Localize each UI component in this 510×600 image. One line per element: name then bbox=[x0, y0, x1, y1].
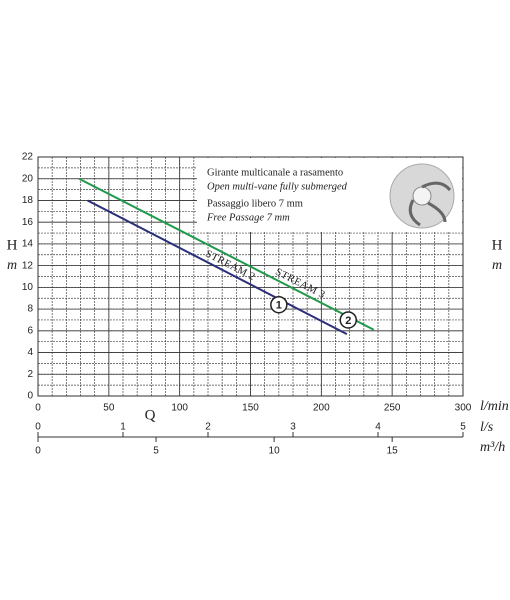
info-text: Girante multicanale a rasamento bbox=[207, 167, 343, 178]
y-tick-label: 10 bbox=[22, 282, 34, 293]
info-text: Open multi-vane fully submerged bbox=[207, 181, 348, 192]
marker bbox=[339, 311, 357, 329]
y-tick-label: 18 bbox=[22, 195, 34, 206]
y-label: H bbox=[7, 237, 18, 253]
x-tick-label: 250 bbox=[384, 403, 401, 414]
info-text: Free Passage 7 mm bbox=[206, 212, 290, 223]
impeller-vane bbox=[408, 181, 452, 227]
y-tick-label: 16 bbox=[22, 217, 34, 228]
x-tick-label: 50 bbox=[103, 403, 115, 414]
y-tick-label: 20 bbox=[22, 173, 34, 184]
series-line bbox=[87, 199, 348, 335]
x2-tick-label: 0 bbox=[35, 422, 41, 433]
y-tick-label: 2 bbox=[27, 369, 33, 380]
x-tick-label: 100 bbox=[171, 403, 188, 414]
marker-label: 1 bbox=[276, 300, 282, 312]
x2-tick-label: 2 bbox=[205, 422, 211, 433]
y-tick-label: 6 bbox=[27, 325, 33, 336]
x2-tick-label: 4 bbox=[375, 422, 381, 433]
y-tick-label: 12 bbox=[22, 260, 34, 271]
x3-tick-label: 5 bbox=[153, 446, 159, 457]
x3-tick-label: 10 bbox=[269, 446, 281, 457]
impeller-hub bbox=[412, 186, 432, 206]
x-tick-label: 200 bbox=[313, 403, 330, 414]
y-unit: m bbox=[7, 258, 17, 273]
info-box: Girante multicanale a rasamento Open mult… bbox=[197, 158, 462, 232]
info-text: Passaggio libero 7 mm bbox=[207, 198, 303, 209]
y-label-right: H bbox=[492, 237, 503, 253]
x2-unit: l/s bbox=[480, 420, 494, 435]
x2-tick-label: 3 bbox=[290, 422, 296, 433]
marker bbox=[270, 295, 288, 314]
y-tick-label: 22 bbox=[22, 152, 34, 163]
x-label: Q bbox=[145, 407, 156, 423]
y-tick-label: 8 bbox=[27, 304, 33, 315]
x-tick-label: 0 bbox=[35, 403, 41, 414]
y-tick-label: 14 bbox=[22, 239, 34, 250]
x2-tick-label: 5 bbox=[460, 422, 466, 433]
y-tick-label: 4 bbox=[27, 347, 33, 358]
x3-tick-label: 15 bbox=[387, 446, 399, 457]
series-line bbox=[78, 177, 375, 331]
x-unit: l/min bbox=[480, 399, 509, 414]
y-tick-label: 0 bbox=[27, 391, 33, 402]
x3-tick-label: 0 bbox=[35, 446, 41, 457]
x2-tick-label: 1 bbox=[120, 422, 126, 433]
marker-label: 2 bbox=[345, 315, 351, 327]
x3-unit: m³/h bbox=[480, 440, 505, 455]
x-tick-label: 300 bbox=[455, 403, 472, 414]
y-unit-right: m bbox=[492, 258, 502, 273]
x-tick-label: 150 bbox=[242, 403, 259, 414]
